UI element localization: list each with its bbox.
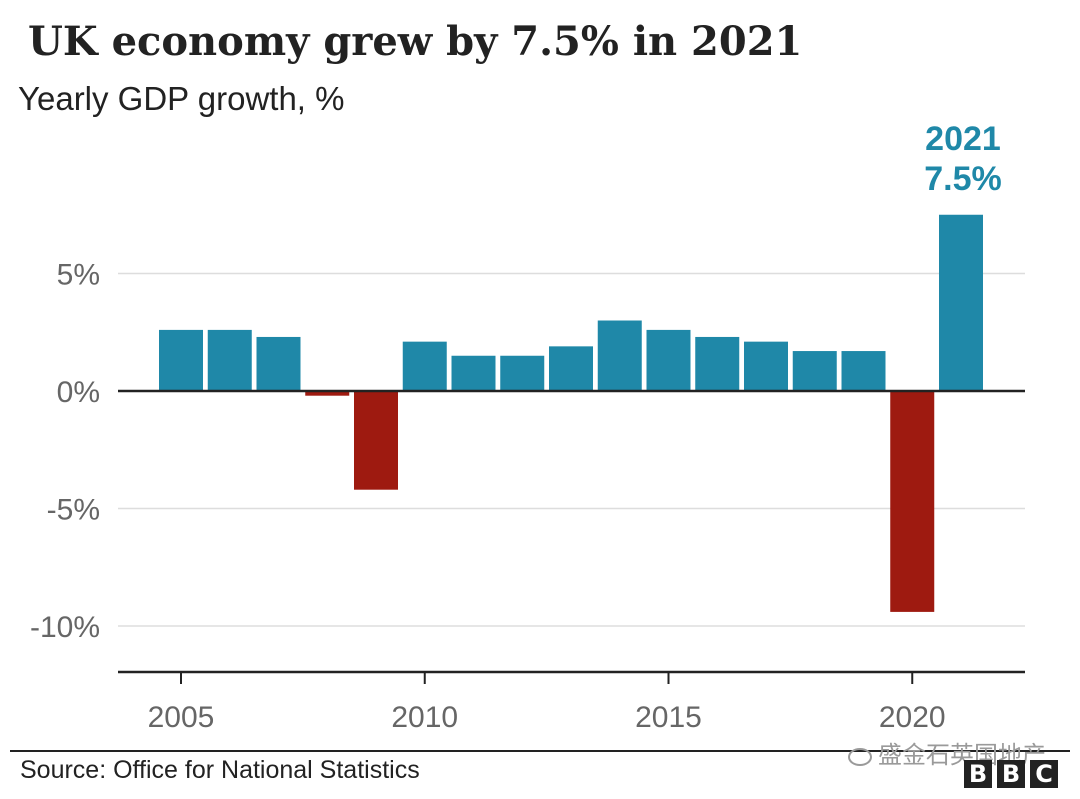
bar-2018 <box>792 351 837 391</box>
bars <box>159 214 983 612</box>
y-tick-label: 0% <box>57 376 100 409</box>
bar-2013 <box>549 346 593 391</box>
bbc-logo-letter: C <box>1030 760 1058 788</box>
chart-title: UK economy grew by 7.5% in 2021 <box>28 18 803 65</box>
annotation-value: 7.5% <box>924 160 1002 198</box>
chart-subtitle: Yearly GDP growth, % <box>18 80 345 117</box>
bar-2007 <box>256 336 301 391</box>
bar-2010 <box>402 341 447 391</box>
wechat-icon <box>848 747 872 766</box>
bar-2008 <box>305 391 350 396</box>
bbc-logo-letter: B <box>964 760 992 788</box>
y-tick-label: -5% <box>47 494 100 527</box>
source-note: Source: Office for National Statistics <box>20 756 420 784</box>
bar-2005 <box>159 329 203 391</box>
bbc-logo: B B C <box>964 760 1058 788</box>
bar-2011 <box>451 355 496 391</box>
x-tick-label: 2010 <box>391 701 458 734</box>
bar-2015 <box>646 329 691 391</box>
bar-2021 <box>939 214 983 391</box>
bar-2014 <box>597 320 642 391</box>
footer-divider <box>10 750 1070 752</box>
bbc-logo-letter: B <box>997 760 1025 788</box>
axes <box>118 389 1025 684</box>
y-tick-label: 5% <box>57 259 100 292</box>
bar-2017 <box>744 341 788 391</box>
bar-2019 <box>841 351 886 391</box>
annotation-year: 2021 <box>925 120 1001 158</box>
grid-lines <box>118 272 1025 627</box>
bar-2009 <box>354 391 398 490</box>
bar-2006 <box>207 329 252 391</box>
bar-2012 <box>500 355 545 391</box>
bar-2016 <box>695 336 740 391</box>
x-tick-label: 2020 <box>879 701 946 734</box>
x-tick-label: 2005 <box>148 701 215 734</box>
y-tick-label: -10% <box>30 611 100 644</box>
bar-2020 <box>890 391 935 612</box>
x-tick-label: 2015 <box>635 701 702 734</box>
